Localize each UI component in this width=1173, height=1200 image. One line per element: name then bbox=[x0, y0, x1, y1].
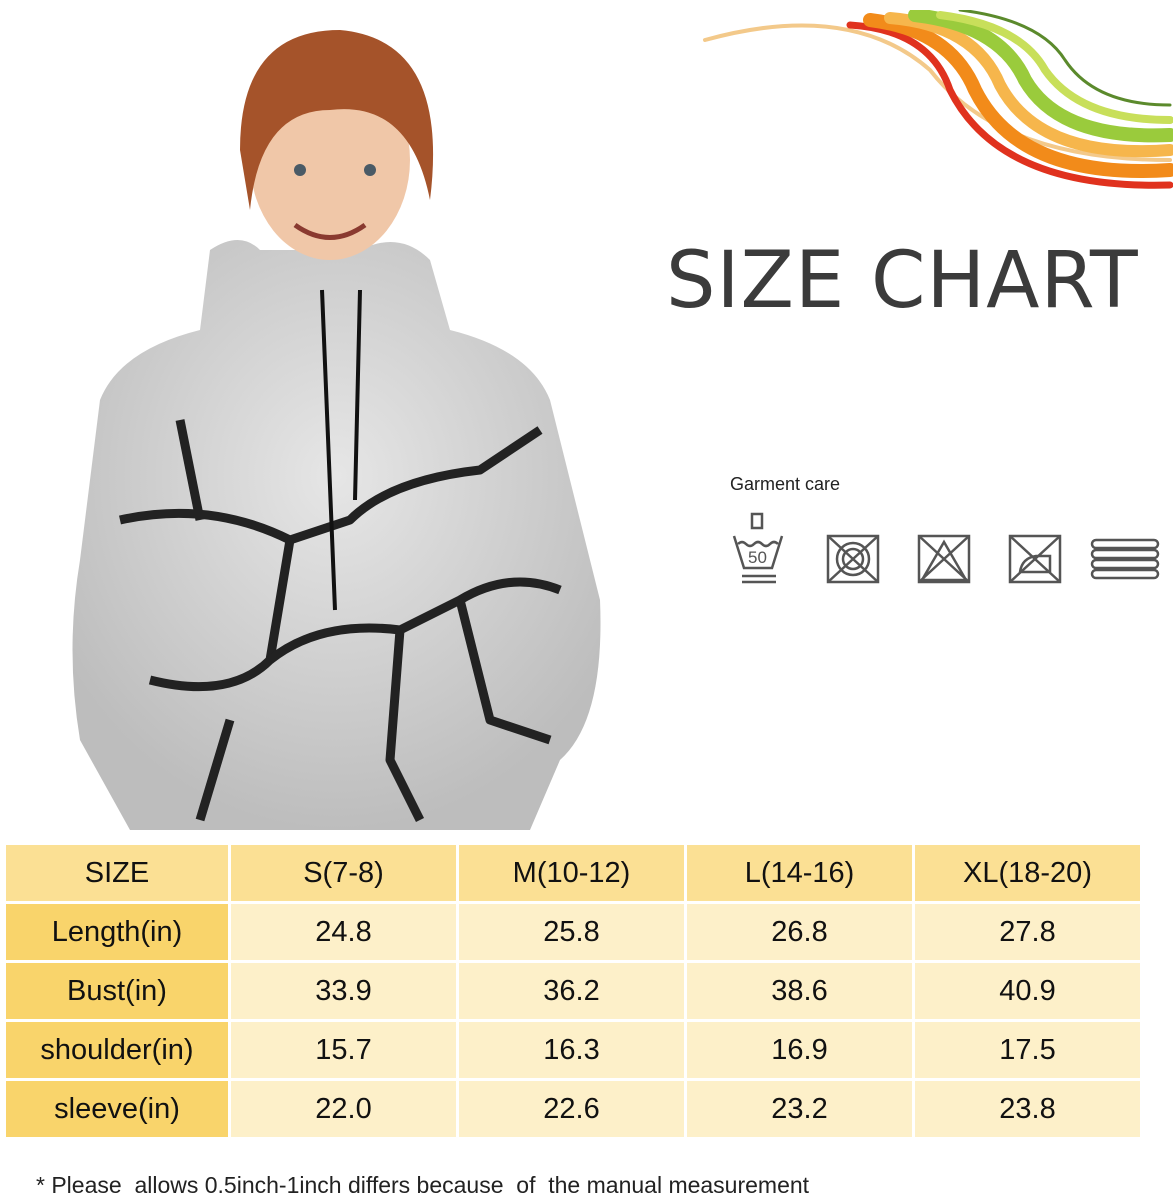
row-label: Bust(in) bbox=[6, 963, 228, 1019]
row-label: Length(in) bbox=[6, 904, 228, 960]
header-cell: S(7-8) bbox=[231, 845, 456, 901]
table-cell: 25.8 bbox=[459, 904, 684, 960]
table-cell: 40.9 bbox=[915, 963, 1140, 1019]
table-cell: 16.3 bbox=[459, 1022, 684, 1078]
do-not-iron-icon bbox=[1008, 534, 1062, 584]
size-table: SIZE S(7-8) M(10-12) L(14-16) XL(18-20) … bbox=[3, 842, 1143, 1140]
svg-text:50: 50 bbox=[748, 548, 767, 567]
product-photo-boy-in-stone-hoodie bbox=[72, 30, 601, 830]
table-row: shoulder(in) 15.7 16.3 16.9 17.5 bbox=[6, 1022, 1140, 1078]
table-header-row: SIZE S(7-8) M(10-12) L(14-16) XL(18-20) bbox=[6, 845, 1140, 901]
row-label: sleeve(in) bbox=[6, 1081, 228, 1137]
header-cell: L(14-16) bbox=[687, 845, 912, 901]
do-not-tumble-dry-icon bbox=[826, 534, 880, 584]
table-row: Length(in) 24.8 25.8 26.8 27.8 bbox=[6, 904, 1140, 960]
dry-flat-icon bbox=[1090, 538, 1160, 580]
table-cell: 15.7 bbox=[231, 1022, 456, 1078]
table-cell: 23.8 bbox=[915, 1081, 1140, 1137]
table-cell: 27.8 bbox=[915, 904, 1140, 960]
table-row: sleeve(in) 22.0 22.6 23.2 23.8 bbox=[6, 1081, 1140, 1137]
table-cell: 22.0 bbox=[231, 1081, 456, 1137]
table-cell: 33.9 bbox=[231, 963, 456, 1019]
table-cell: 23.2 bbox=[687, 1081, 912, 1137]
table-cell: 26.8 bbox=[687, 904, 912, 960]
garment-care-label: Garment care bbox=[730, 474, 841, 494]
decorative-swoosh-logo bbox=[703, 10, 1173, 189]
header-cell: SIZE bbox=[6, 845, 228, 901]
table-cell: 38.6 bbox=[687, 963, 912, 1019]
table-row: Bust(in) 33.9 36.2 38.6 40.9 bbox=[6, 963, 1140, 1019]
size-chart-title: SIZE CHART bbox=[666, 236, 1139, 326]
measurement-note: * Please allows 0.5inch-1inch differs be… bbox=[36, 1172, 810, 1198]
table-cell: 16.9 bbox=[687, 1022, 912, 1078]
do-not-bleach-icon bbox=[917, 534, 971, 584]
header-cell: XL(18-20) bbox=[915, 845, 1140, 901]
table-cell: 22.6 bbox=[459, 1081, 684, 1137]
table-cell: 36.2 bbox=[459, 963, 684, 1019]
header-cell: M(10-12) bbox=[459, 845, 684, 901]
row-label: shoulder(in) bbox=[6, 1022, 228, 1078]
garment-care-icons: 50 bbox=[732, 512, 1160, 584]
table-cell: 17.5 bbox=[915, 1022, 1140, 1078]
hand-wash-50-icon: 50 bbox=[732, 512, 784, 584]
table-cell: 24.8 bbox=[231, 904, 456, 960]
